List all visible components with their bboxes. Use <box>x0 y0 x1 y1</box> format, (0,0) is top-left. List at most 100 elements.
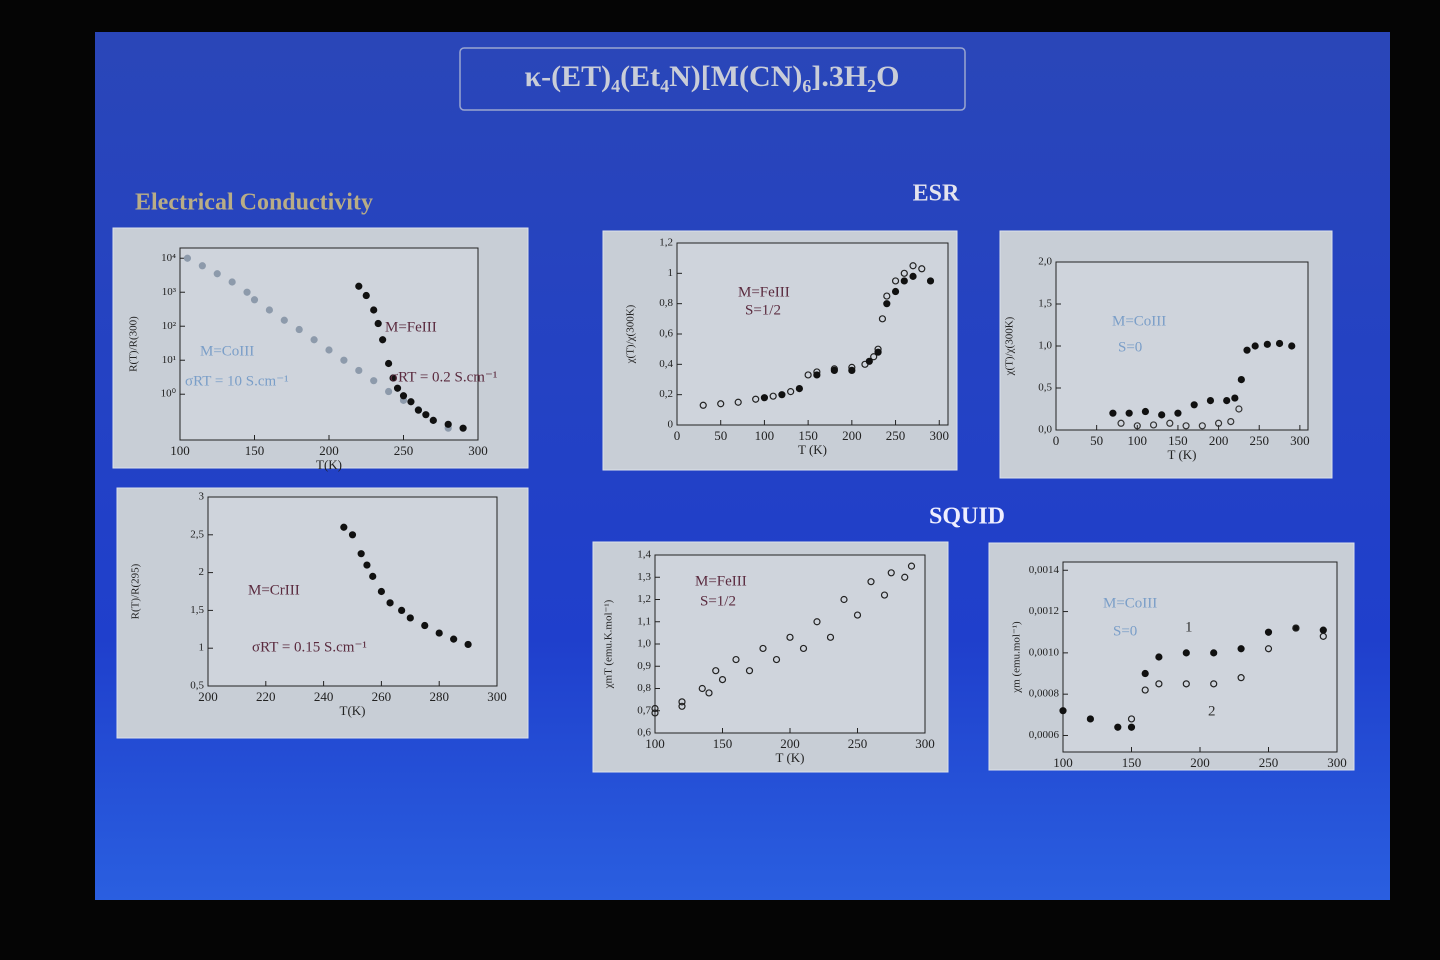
data-point <box>769 392 777 400</box>
data-point <box>389 374 397 382</box>
data-point <box>228 278 236 286</box>
x-axis-label: T (K) <box>775 750 804 765</box>
y-tick-label: 0,0006 <box>1029 729 1060 741</box>
x-tick-label: 50 <box>1090 433 1103 448</box>
x-tick-label: 250 <box>886 428 906 443</box>
data-point <box>826 633 835 641</box>
data-point <box>732 655 740 664</box>
data-point <box>1263 340 1271 348</box>
data-point <box>752 395 760 403</box>
y-tick-label: 3 <box>199 491 205 503</box>
charts: 100 150 200 250 30010⁰10¹10²10³10⁴T(K)R(T)/R… <box>112 227 1355 773</box>
data-point <box>1264 645 1273 653</box>
section-heading: Electrical Conductivity <box>135 190 373 216</box>
x-axis-label: T(K) <box>340 703 366 718</box>
y-tick-label: 0,0010 <box>1029 646 1060 658</box>
annotation: M=FeIII <box>738 284 790 300</box>
data-point <box>1182 649 1190 657</box>
x-tick-label: 150 <box>245 443 265 458</box>
annotation: σRT = 0.2 S.cm⁻¹ <box>390 369 497 385</box>
y-tick-label: 10⁰ <box>161 388 177 400</box>
x-tick-label: 250 <box>848 736 868 751</box>
data-point <box>1231 394 1239 402</box>
y-tick-label: 1,0 <box>1038 340 1052 352</box>
data-point <box>1174 409 1182 417</box>
data-point <box>1114 723 1122 731</box>
annotation: M=FeIII <box>695 573 747 589</box>
y-tick-label: 0,0 <box>1038 424 1052 436</box>
data-point <box>795 385 803 393</box>
data-point <box>422 411 430 419</box>
data-point <box>1237 674 1245 682</box>
data-point <box>370 377 378 385</box>
y-tick-label: 0,0008 <box>1029 688 1060 700</box>
data-point <box>1210 649 1218 657</box>
y-tick-label: 2 <box>199 566 205 578</box>
x-tick-label: 200 <box>1190 755 1210 770</box>
data-point <box>243 288 251 296</box>
data-point <box>1237 645 1245 653</box>
data-point <box>772 655 781 664</box>
data-point <box>678 698 686 706</box>
data-point <box>386 599 394 607</box>
plot-area <box>207 496 498 687</box>
data-point <box>717 400 725 408</box>
data-point <box>1125 409 1133 417</box>
data-point <box>900 269 908 277</box>
data-point <box>385 359 393 368</box>
y-axis-label: R(T)/R(295) <box>130 563 142 619</box>
data-point <box>698 684 706 693</box>
y-tick-label: 1,3 <box>637 571 651 583</box>
y-tick-label: 0,9 <box>637 660 651 672</box>
y-tick-label: 2,0 <box>1038 256 1052 268</box>
data-point <box>1264 628 1273 636</box>
data-point <box>891 287 900 296</box>
data-point <box>250 296 259 304</box>
data-point <box>891 277 900 285</box>
data-point <box>1198 422 1206 430</box>
data-point <box>1206 397 1215 405</box>
x-tick-label: 0 <box>674 428 681 443</box>
x-tick-label: 300 <box>468 443 488 458</box>
x-tick-label: 100 <box>1128 433 1148 448</box>
x-tick-label: 150 <box>798 428 818 443</box>
y-tick-label: 0,8 <box>659 297 673 309</box>
annotation: σRT = 0.15 S.cm⁻¹ <box>252 639 367 655</box>
y-tick-label: 10⁴ <box>161 252 176 264</box>
data-point <box>355 282 363 290</box>
data-point <box>705 689 713 697</box>
x-tick-label: 200 <box>319 443 339 458</box>
data-point <box>1141 669 1149 678</box>
annotation: M=FeIII <box>385 319 437 335</box>
y-tick-label: 0,2 <box>659 388 673 400</box>
data-point <box>1141 686 1149 694</box>
data-point <box>678 702 686 710</box>
data-point <box>1149 421 1158 429</box>
y-tick-label: 0,0014 <box>1029 564 1060 576</box>
data-point <box>867 578 875 586</box>
x-tick-label: 250 <box>1249 433 1269 448</box>
x-tick-label: 200 <box>198 689 218 704</box>
data-point <box>1237 376 1245 384</box>
y-tick-label: 1,5 <box>1038 298 1052 310</box>
x-tick-label: 260 <box>372 689 392 704</box>
y-tick-label: 1 <box>199 642 205 654</box>
data-point <box>887 569 895 577</box>
section-heading: ESR <box>913 181 960 207</box>
x-tick-label: 240 <box>314 689 334 704</box>
data-point <box>883 300 891 308</box>
data-point <box>1086 715 1095 723</box>
x-tick-label: 220 <box>256 689 276 704</box>
y-tick-label: 1,2 <box>659 237 673 249</box>
y-tick-label: 0 <box>668 419 674 431</box>
x-tick-label: 100 <box>1053 755 1073 770</box>
data-point <box>429 416 437 424</box>
data-point <box>840 595 848 604</box>
y-tick-label: 1 <box>668 267 674 279</box>
y-tick-label: 0,4 <box>659 358 673 370</box>
data-point <box>464 640 472 649</box>
data-point <box>813 618 821 626</box>
data-point <box>926 277 935 285</box>
data-point <box>734 398 742 406</box>
